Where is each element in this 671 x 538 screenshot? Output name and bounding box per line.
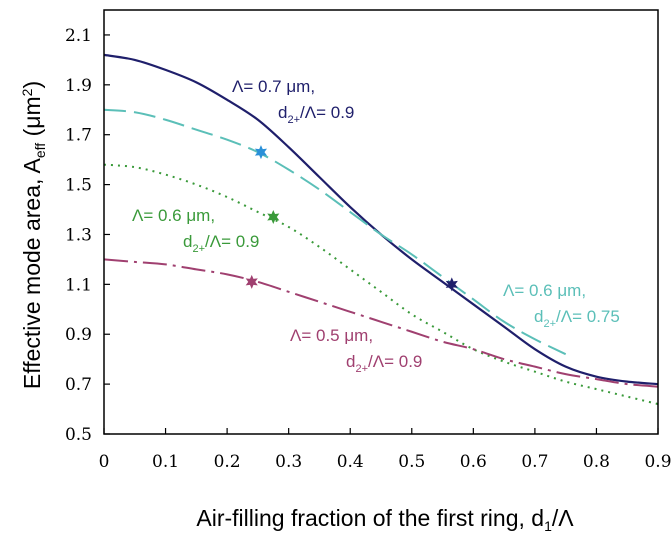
y-tick-label: 1.5 — [65, 176, 92, 196]
annotation-series-3: Λ= 0.6 μm, d2+/Λ= 0.75 — [503, 281, 620, 330]
x-tick-label: 0.5 — [398, 452, 425, 472]
y-axis-title: Effective mode area, Aeff (μm2) — [19, 81, 48, 389]
y-tick-label: 1.7 — [65, 126, 92, 146]
star-marker-3 — [445, 277, 458, 292]
axis-ticks: 0 0.1 0.2 0.3 0.4 0.5 0.6 0.7 0.8 0.9 0.5 0.7 0.9 1.1… — [65, 26, 671, 472]
annotation-4-line1: Λ= 0.5 μm, — [290, 326, 373, 345]
y-tick-label: 0.5 — [65, 425, 92, 445]
data-markers — [245, 145, 458, 292]
star-marker-1 — [254, 145, 268, 160]
annotation-4-line2: d2+/Λ= 0.9 — [346, 352, 422, 375]
annotation-1-line1: Λ= 0.7 μm, — [232, 77, 315, 96]
annotation-3-line2: d2+/Λ= 0.75 — [534, 307, 620, 330]
x-tick-label: 0.4 — [337, 452, 364, 472]
y-tick-label: 1.1 — [65, 275, 92, 295]
annotation-1-line2: d2+/Λ= 0.9 — [278, 103, 354, 126]
annotation-3-line1: Λ= 0.6 μm, — [503, 281, 586, 300]
annotation-series-1: Λ= 0.7 μm, d2+/Λ= 0.9 — [232, 77, 354, 126]
y-tick-label: 1.9 — [65, 76, 92, 96]
plot-frame — [103, 9, 659, 435]
x-tick-label: 0.9 — [644, 452, 671, 472]
x-tick-label: 0.7 — [521, 452, 548, 472]
x-tick-label: 0.8 — [583, 452, 610, 472]
series-line-3 — [103, 163, 659, 406]
y-tick-label: 0.7 — [65, 375, 92, 395]
annotation-series-4: Λ= 0.5 μm, d2+/Λ= 0.9 — [290, 326, 422, 375]
star-marker-2 — [267, 210, 280, 225]
x-tick-label: 0.3 — [275, 452, 302, 472]
y-tick-label: 2.1 — [65, 26, 92, 46]
x-tick-label: 0.6 — [460, 452, 487, 472]
x-axis-title: Air-filling fraction of the first ring, … — [196, 505, 574, 534]
annotation-series-2: Λ= 0.6 μm, d2+/Λ= 0.9 — [132, 206, 259, 255]
annotation-2-line1: Λ= 0.6 μm, — [132, 206, 215, 225]
series-lines — [103, 53, 659, 406]
series-line-4 — [103, 258, 659, 388]
star-marker-4 — [245, 274, 258, 289]
x-tick-label: 0.1 — [152, 452, 179, 472]
series-line-2 — [103, 108, 567, 356]
x-tick-label: 0 — [99, 452, 110, 472]
annotation-2-line2: d2+/Λ= 0.9 — [183, 232, 259, 255]
y-tick-label: 0.9 — [65, 325, 92, 345]
x-tick-label: 0.2 — [214, 452, 241, 472]
y-tick-label: 1.3 — [65, 225, 92, 245]
